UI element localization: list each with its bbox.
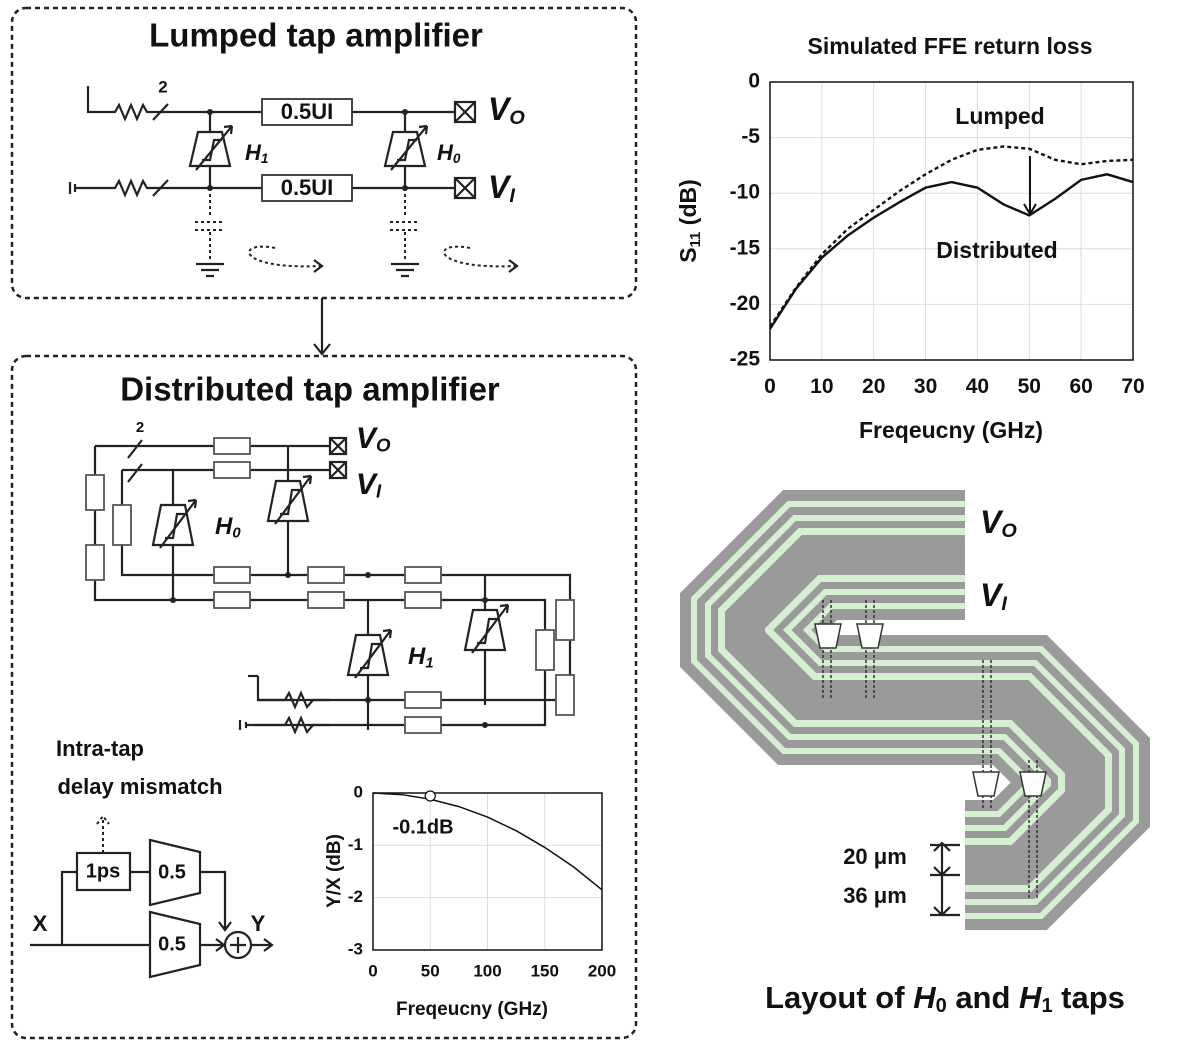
gain-label: 0.5: [158, 861, 186, 883]
delay-label: 0.5UI: [281, 99, 334, 124]
tap-label-main: H: [215, 513, 233, 540]
output-node-sub: O: [376, 435, 391, 456]
tap-label: H1: [245, 140, 268, 166]
y-tick-label: -10: [730, 181, 760, 204]
caption: delay mismatch: [57, 774, 222, 799]
y-tick-label: -15: [730, 236, 761, 259]
tap-label: H0: [437, 140, 461, 166]
caption: Intra-tap: [56, 736, 144, 761]
bus-width: 2: [136, 419, 144, 436]
plot-frame: [770, 82, 1133, 360]
x-tick-label: 20: [862, 375, 885, 398]
figure: Lumped tap amplifier20.5UI0.5UIVOVIH1H0D…: [0, 0, 1189, 1043]
dimension: 20 μm: [843, 844, 907, 869]
tap-label-sub: 1: [425, 655, 433, 671]
title-part: H: [913, 980, 936, 1015]
output-node-sub: O: [1001, 520, 1017, 542]
x-tick-label: 10: [810, 375, 833, 398]
x-tick-label: 40: [966, 375, 989, 398]
tap-label: H0: [215, 513, 241, 541]
dimension: 36 μm: [843, 883, 907, 908]
tap-label-main: H: [437, 140, 454, 165]
y-tick-label: -2: [348, 887, 363, 906]
output-node: VO: [356, 422, 391, 456]
marker-label: -0.1dB: [392, 816, 453, 838]
label-part: S: [675, 247, 701, 262]
x-tick-label: 100: [473, 962, 501, 981]
signal-label: X: [33, 911, 48, 936]
label-part: (dB): [675, 179, 701, 231]
tap-label-sub: 0: [232, 525, 241, 541]
input-node: VI: [488, 169, 515, 207]
delay-label: 0.5UI: [281, 175, 334, 200]
x-axis-label: Freqeucny (GHz): [396, 999, 548, 1020]
series-label: Distributed: [936, 237, 1057, 263]
x-tick-label: 60: [1069, 375, 1092, 398]
annotation-arrow: [1024, 156, 1036, 214]
x-tick-label: 150: [531, 962, 559, 981]
distributed-schematic: [12, 356, 636, 1038]
y-axis-label: S11 (dB): [675, 179, 704, 263]
tap-label-main: H: [408, 643, 426, 670]
gain-label: 0.5: [158, 933, 186, 955]
signal-label: Y: [251, 911, 266, 936]
y-tick-label: -25: [730, 348, 761, 371]
title-part: 0: [936, 995, 947, 1017]
tap-label-sub: 0: [453, 150, 461, 165]
y-tick-label: -5: [741, 125, 760, 148]
y-tick-label: -1: [348, 835, 363, 854]
title-part: H: [1019, 980, 1042, 1015]
bus-width: 2: [158, 77, 167, 96]
title-part: Layout of: [765, 980, 913, 1015]
series-label: Lumped: [955, 103, 1044, 129]
chart-title: Simulated FFE return loss: [808, 33, 1093, 59]
title-part: taps: [1053, 980, 1125, 1015]
section-title: Distributed tap amplifier: [120, 371, 500, 408]
input-node-sub: I: [1001, 593, 1007, 615]
marker: [425, 791, 435, 801]
input-node-sub: I: [376, 481, 382, 502]
y-tick-label: 0: [354, 782, 363, 801]
y-tick-label: -3: [348, 939, 363, 958]
x-axis-label: Freqeucny (GHz): [859, 417, 1043, 443]
output-node: VO: [980, 504, 1017, 542]
input-node: VI: [356, 468, 382, 502]
title-part: 1: [1041, 995, 1052, 1017]
tap-label-sub: 1: [261, 150, 269, 165]
x-tick-label: 70: [1121, 375, 1144, 398]
input-node-sub: I: [509, 185, 515, 207]
x-tick-label: 0: [764, 375, 776, 398]
input-node: VI: [980, 577, 1007, 615]
output-node-sub: O: [509, 107, 525, 129]
y-tick-label: 0: [748, 70, 760, 93]
output-node: VO: [488, 91, 525, 129]
section-title: Lumped tap amplifier: [149, 17, 483, 54]
delay-label: 1ps: [86, 860, 120, 882]
x-tick-label: 0: [368, 962, 377, 981]
y-tick-label: -20: [730, 292, 760, 315]
y-axis-label: Y/X (dB): [324, 834, 345, 908]
tap-label: H1: [408, 643, 434, 671]
x-tick-label: 200: [588, 962, 616, 981]
x-tick-label: 50: [1018, 375, 1041, 398]
title-part: and: [947, 980, 1019, 1015]
tap-label-main: H: [245, 140, 262, 165]
tap-layout: [745, 555, 1085, 915]
x-tick-label: 30: [914, 375, 937, 398]
x-tick-label: 50: [421, 962, 440, 981]
label-part: 11: [687, 232, 704, 248]
layout-title: Layout of H0 and H1 taps: [765, 980, 1125, 1017]
